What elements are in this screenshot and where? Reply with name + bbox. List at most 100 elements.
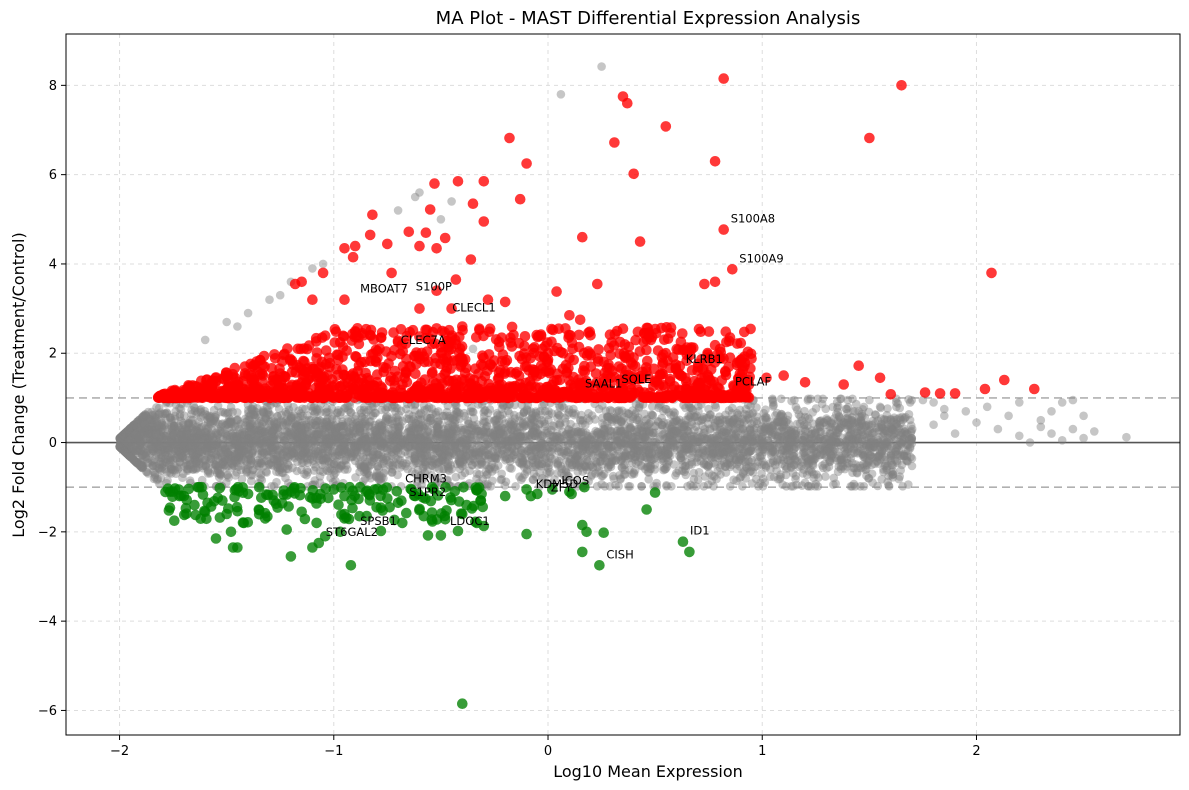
ns-point	[116, 433, 125, 442]
ns-point	[500, 481, 510, 490]
ns-point	[749, 440, 759, 450]
ns-point	[179, 434, 189, 443]
ns-point	[303, 429, 312, 439]
ns-point	[119, 430, 129, 439]
ns-point	[701, 435, 711, 445]
ns-point	[187, 423, 197, 432]
ns-point	[781, 431, 791, 440]
ns-point	[682, 445, 692, 454]
ns-point	[211, 411, 221, 420]
ns-point	[571, 409, 580, 418]
ns-point	[879, 467, 888, 477]
ns-point	[234, 453, 244, 462]
ns-point	[531, 444, 541, 453]
ns-point	[289, 448, 299, 458]
ns-point	[215, 470, 225, 479]
ns-point	[156, 408, 165, 417]
ns-point	[499, 440, 508, 449]
ns-point	[182, 446, 191, 455]
ns-point	[307, 426, 316, 436]
ns-point	[125, 424, 134, 434]
ns-point	[455, 454, 464, 464]
ns-point	[293, 439, 302, 449]
ns-point	[382, 414, 391, 423]
ns-point	[275, 468, 284, 477]
ns-point	[899, 424, 909, 434]
ns-point	[257, 419, 267, 429]
ns-point	[778, 445, 788, 455]
ns-point	[300, 447, 309, 457]
ns-point	[188, 433, 198, 443]
ns-point	[568, 449, 577, 459]
ns-point	[418, 420, 428, 430]
ns-point	[760, 424, 769, 434]
ns-point	[722, 459, 732, 468]
ns-point	[247, 404, 257, 414]
ns-point	[312, 430, 321, 439]
ns-point	[907, 395, 916, 405]
ns-point	[362, 444, 372, 453]
ns-point	[499, 401, 508, 410]
ns-point	[639, 444, 648, 454]
ns-point	[281, 473, 290, 483]
ns-point	[273, 412, 283, 421]
ns-point	[739, 417, 749, 427]
ns-point	[142, 433, 152, 443]
ns-point	[433, 417, 442, 427]
ns-point	[179, 443, 188, 452]
ns-point	[570, 456, 579, 465]
ns-point	[768, 394, 777, 404]
ns-point	[587, 411, 597, 420]
ns-point	[490, 462, 499, 472]
ns-point	[352, 423, 361, 433]
ns-point	[308, 406, 318, 416]
ns-point	[667, 482, 676, 491]
ns-point	[891, 447, 901, 456]
ns-point	[661, 404, 670, 414]
ns-point	[418, 453, 427, 463]
ns-point	[785, 429, 794, 439]
ns-point	[472, 469, 482, 478]
ns-point	[445, 411, 454, 421]
ns-point	[403, 450, 413, 459]
ns-point	[591, 457, 600, 466]
ns-point	[849, 479, 859, 489]
ns-point	[170, 446, 180, 456]
ns-point	[791, 471, 801, 481]
ns-point	[745, 432, 755, 442]
ns-point	[241, 436, 250, 446]
ns-point	[116, 443, 126, 453]
ns-point	[207, 425, 217, 435]
ns-point	[802, 441, 812, 451]
ns-point	[694, 401, 703, 411]
ns-point	[355, 424, 364, 434]
ns-point	[132, 431, 142, 441]
ns-point	[357, 439, 367, 448]
ns-point	[390, 444, 399, 454]
ns-point	[578, 446, 588, 456]
ns-point	[741, 462, 751, 472]
ns-point	[143, 446, 152, 456]
ns-point	[856, 482, 865, 491]
ns-point	[442, 407, 452, 417]
ns-point	[291, 429, 301, 439]
ns-point	[811, 404, 821, 413]
ns-point	[143, 407, 153, 417]
ns-point	[903, 457, 912, 466]
ns-point	[223, 435, 233, 444]
ns-point	[356, 438, 366, 447]
ns-point	[776, 433, 786, 442]
ns-point	[686, 403, 695, 413]
ns-point	[725, 417, 734, 427]
ns-point	[403, 443, 413, 452]
ns-point	[167, 418, 176, 428]
ns-point	[378, 432, 387, 441]
ns-point	[632, 427, 641, 437]
ns-point	[797, 481, 807, 490]
ns-point	[122, 448, 131, 458]
ns-point	[882, 437, 891, 447]
ns-point	[200, 444, 210, 454]
ns-point	[239, 454, 248, 464]
ns-point	[374, 454, 384, 463]
ns-point	[629, 449, 638, 458]
